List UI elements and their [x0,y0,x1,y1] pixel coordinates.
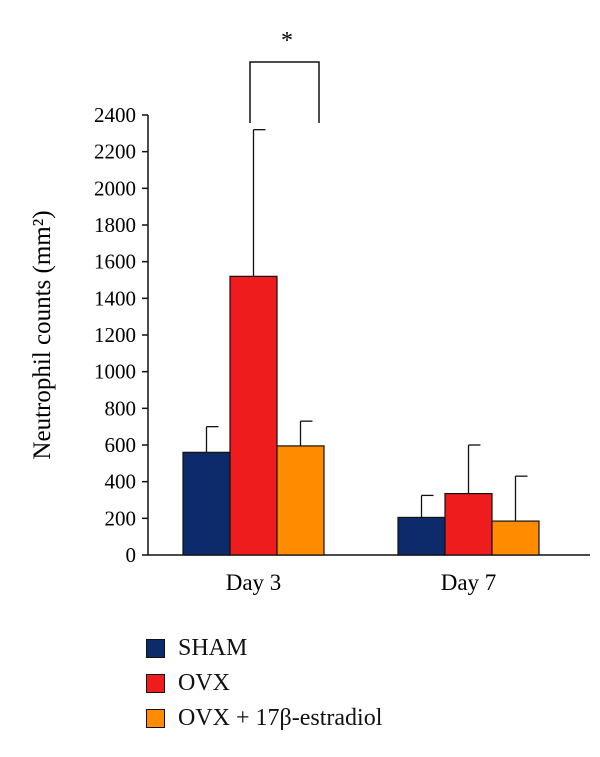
y-tick-label: 200 [105,506,137,530]
bar [444,492,493,556]
significance-bracket-line [249,61,320,123]
bar [397,516,446,556]
bar [491,520,540,556]
y-tick-label: 2000 [94,176,136,200]
y-tick-label: 600 [105,433,137,457]
legend-item-sham: SHAM [146,632,382,664]
legend-label-ovx: OVX [178,669,230,696]
y-tick-label: 0 [126,543,137,567]
category-labels: Day 3 Day 7 [226,570,497,595]
error-bars [205,129,528,522]
legend-item-ovx: OVX [146,667,382,699]
x-category-label: Day 3 [226,570,282,595]
y-axis: 0 200 400 600 800 1000 1200 1400 1600 1800 2000 220… [94,103,149,567]
legend-swatch-ovx [146,673,165,693]
legend-label-sham: SHAM [178,634,248,661]
y-tick-label: 1400 [94,286,136,310]
y-tick-label: 1800 [94,213,136,237]
significance-star: * [281,28,293,54]
bar-chart: 0 200 400 600 800 1000 1200 1400 1600 1800 2000 220… [29,28,590,595]
bars [182,275,540,556]
y-tick-label: 400 [105,470,137,494]
legend-item-ovx-estradiol: OVX + 17β-estradiol [146,702,382,734]
legend-swatch-ovx-estradiol [146,708,165,728]
bar [229,275,278,556]
bar [182,451,231,556]
legend-label-ovx-estradiol: OVX + 17β-estradiol [178,704,383,731]
y-tick-label: 1000 [94,360,136,384]
x-category-label: Day 7 [441,570,497,595]
legend-swatch-sham [146,638,165,658]
y-tick-label: 800 [105,396,137,420]
y-tick-label: 2400 [94,103,136,127]
y-tick-label: 1600 [94,250,136,274]
y-ticks: 0 200 400 600 800 1000 1200 1400 1600 1800 2000 220… [94,103,148,567]
bar [276,445,325,556]
y-tick-label: 2200 [94,140,136,164]
significance-bracket: * [249,28,320,123]
legend: SHAM OVX OVX + 17β-estradiol [146,632,382,737]
y-axis-label: Neutrophil counts (mm²) [29,210,56,459]
y-tick-label: 1200 [94,323,136,347]
